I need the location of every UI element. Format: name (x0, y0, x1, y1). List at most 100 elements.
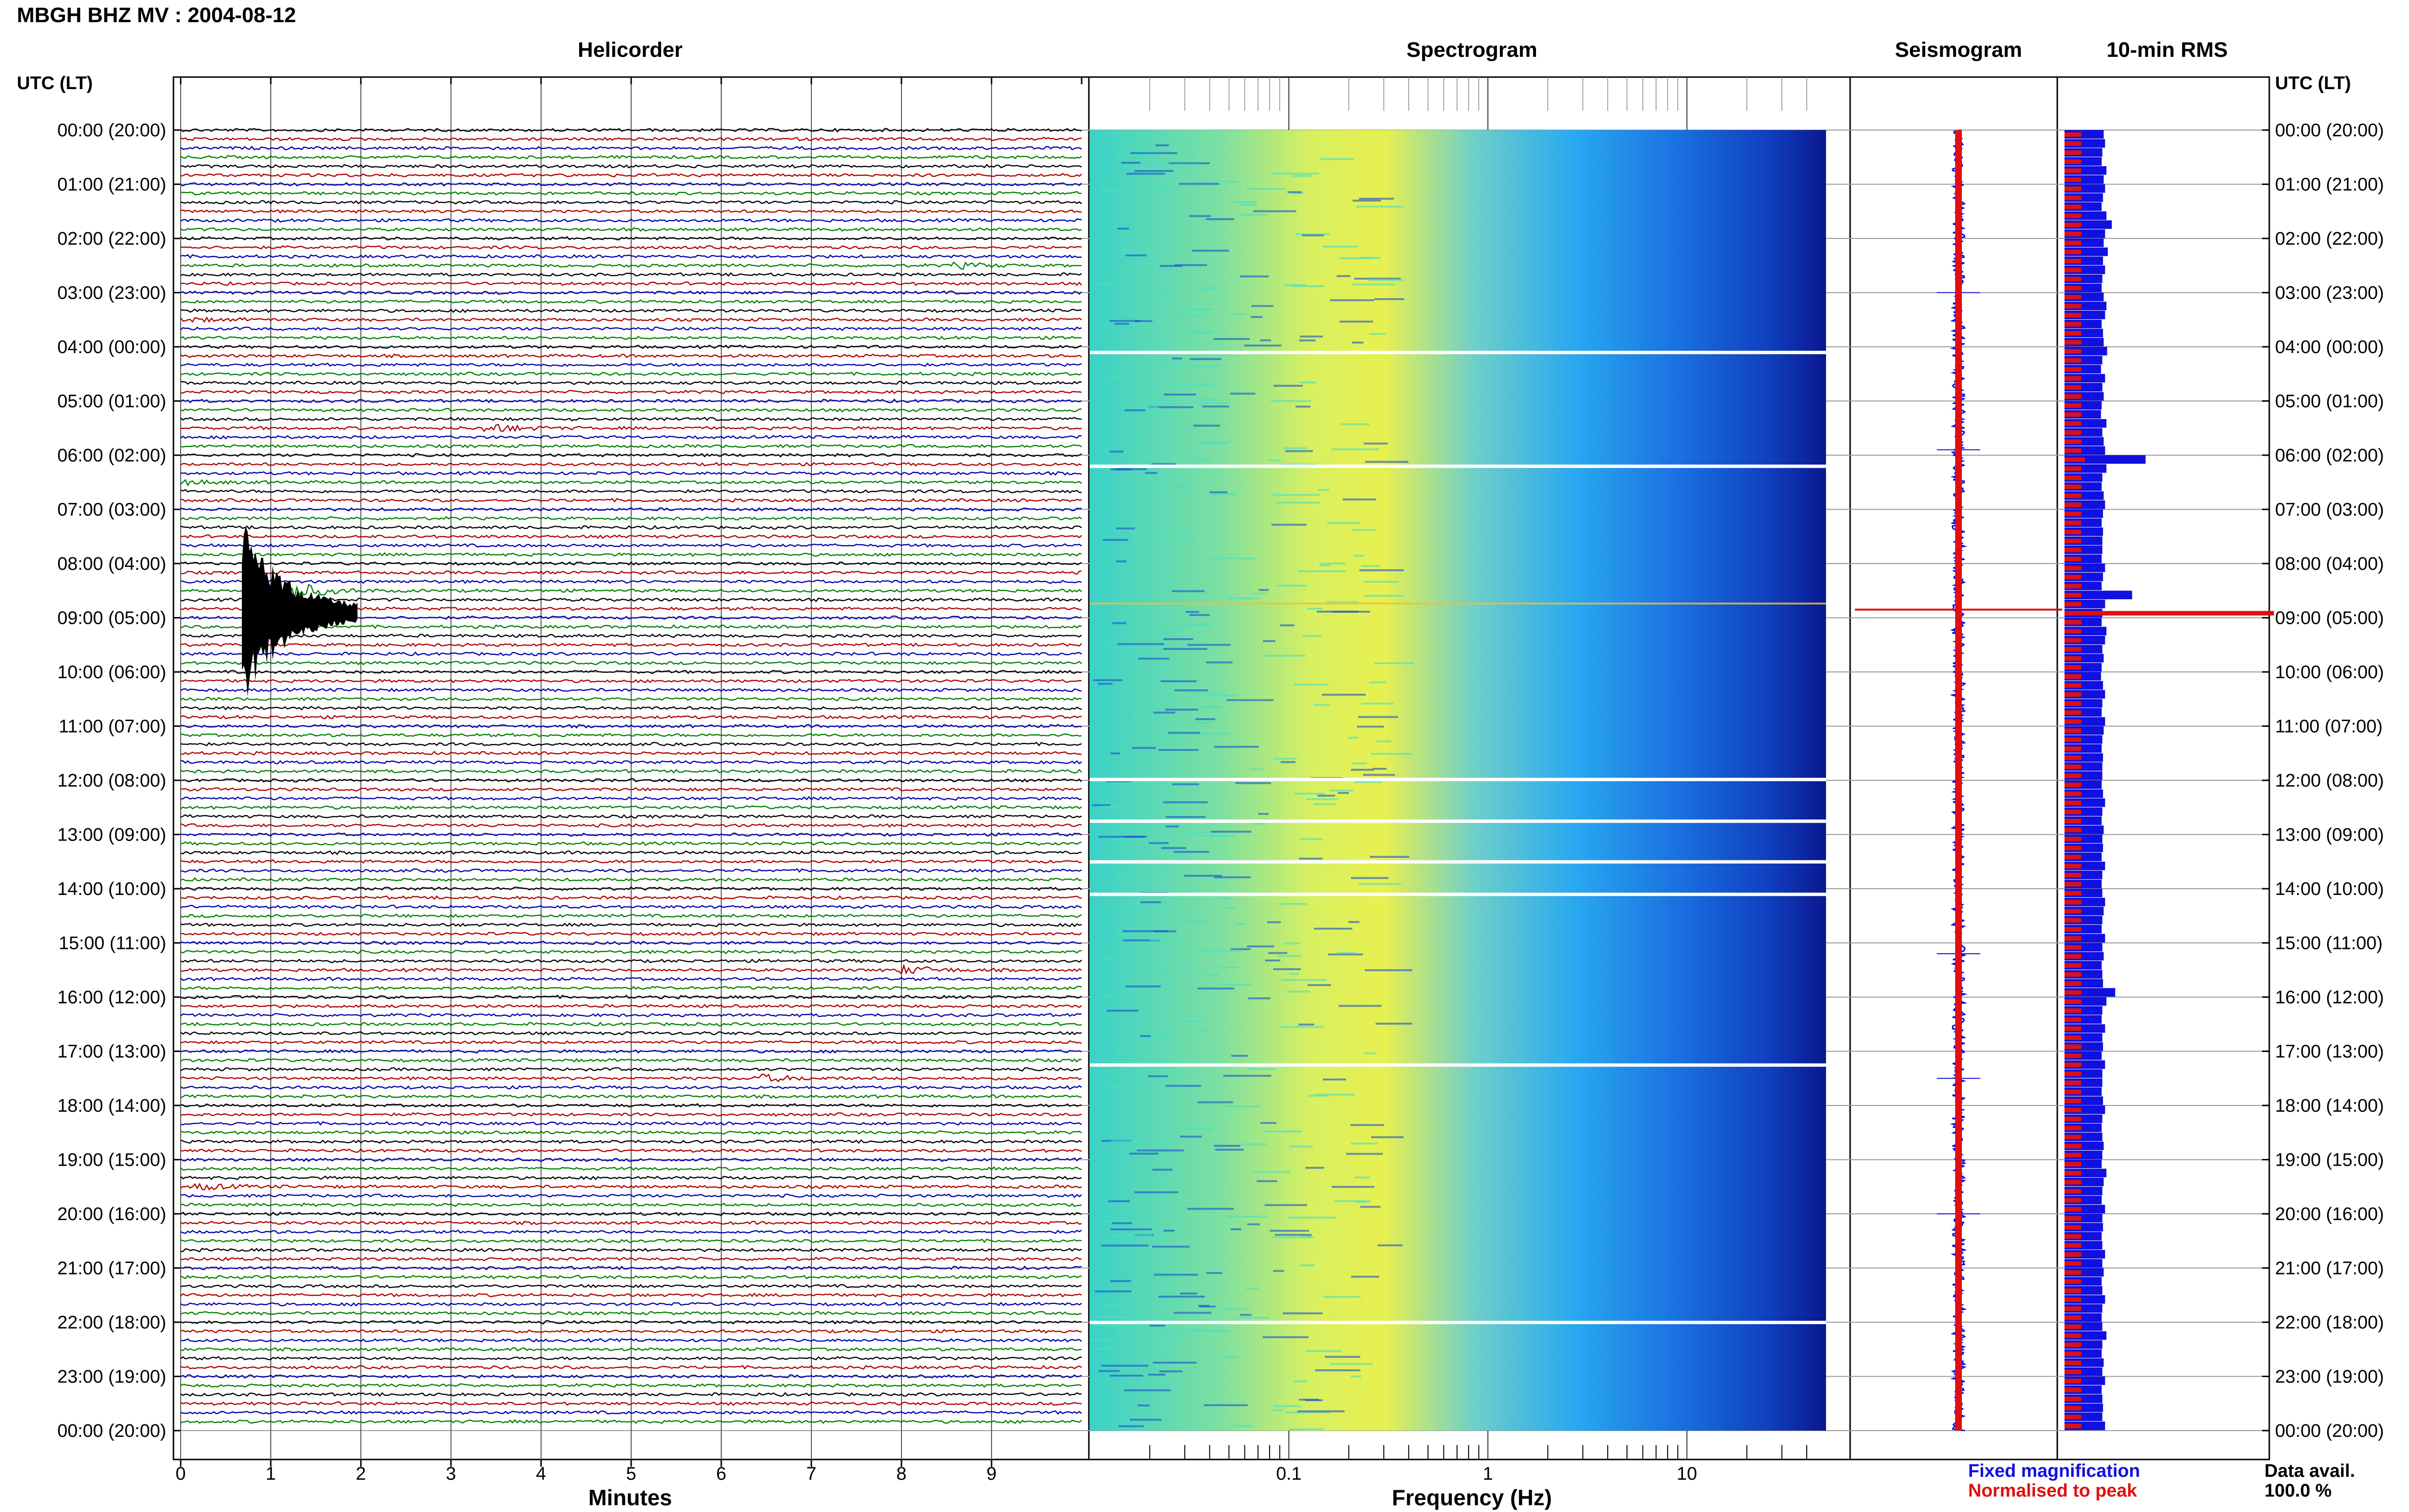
spectrogram-gap (1090, 860, 1826, 864)
spectrogram-streak (1364, 1052, 1377, 1054)
rms-bar-normalised (2065, 150, 2082, 155)
helicorder-trace (180, 561, 1082, 566)
spectrogram-streak (1162, 1329, 1207, 1331)
rms-bar-normalised (2065, 358, 2082, 363)
time-label-left: 22:00 (18:00) (57, 1313, 166, 1333)
helicorder-trace (180, 1202, 1082, 1208)
rms-bar-normalised (2065, 168, 2082, 173)
spectrogram-streak (1248, 1068, 1277, 1070)
spectrogram-streak (1294, 1380, 1307, 1382)
spectrogram-streak (1141, 189, 1175, 192)
time-label-left: 10:00 (06:00) (57, 662, 166, 683)
spectrogram-streak (1233, 1425, 1254, 1427)
spectrogram-streak (1174, 1312, 1212, 1314)
rms-bar-normalised (2065, 1406, 2082, 1410)
helicorder-trace (180, 868, 1082, 873)
spectrogram-streak (1323, 1296, 1361, 1298)
helicorder-trace (180, 218, 1082, 223)
spectrogram-streak (1235, 782, 1271, 784)
spectrogram-streak (1174, 541, 1195, 543)
spectrogram-streak (1315, 1369, 1361, 1371)
spectrogram-streak (1101, 1365, 1149, 1367)
spectrogram-streak (1300, 335, 1323, 338)
spectrogram-streak (1316, 610, 1358, 613)
spectrogram-streak (1299, 857, 1323, 860)
helicorder-trace (180, 1074, 1082, 1082)
spectrogram-streak (1164, 394, 1196, 396)
spectrogram-streak (1236, 1316, 1270, 1319)
spectrogram-streak (1283, 447, 1307, 449)
spectrogram-streak (1240, 1143, 1267, 1145)
spectrogram-streak (1202, 405, 1229, 408)
seismogram-title: Seismogram (1895, 38, 2022, 62)
time-label-right: 23:00 (19:00) (2275, 1367, 2384, 1387)
rms-bar-normalised (2065, 475, 2082, 480)
spectrogram-streak (1159, 967, 1197, 970)
spectrogram-streak (1364, 969, 1413, 972)
spectrogram-streak (1351, 342, 1363, 344)
rms-bar-normalised (2065, 945, 2082, 950)
spectrogram-xlabel: Frequency (Hz) (1392, 1485, 1552, 1510)
spectrogram-streak (1352, 283, 1395, 286)
rms-title: 10-min RMS (2106, 38, 2228, 62)
spectrogram-streak (1160, 680, 1197, 683)
spectrogram-streak (1357, 725, 1384, 728)
spectrogram-streak (1161, 847, 1186, 849)
spectrogram-streak (1368, 279, 1404, 281)
spectrogram-streak (1354, 781, 1383, 783)
time-label-left: 07:00 (03:00) (57, 500, 166, 520)
rms-bar-normalised (2065, 1017, 2082, 1022)
time-label-left: 18:00 (14:00) (57, 1096, 166, 1116)
spectrogram-streak (1127, 1038, 1169, 1040)
helicorder-trace (180, 1275, 1082, 1280)
helicorder-trace (180, 796, 1082, 801)
helicorder-trace (180, 1012, 1082, 1018)
spectrogram-streak (1351, 1275, 1379, 1278)
spectrogram-streak (1127, 659, 1147, 661)
helicorder-trace (180, 227, 1082, 232)
spectrogram-streak (1204, 1329, 1230, 1332)
spectrogram-streak (1193, 424, 1220, 427)
spectrogram-layer (1090, 130, 1826, 1431)
spectrogram-streak (1179, 1020, 1203, 1023)
spectrogram-streak (1321, 563, 1346, 565)
spectrogram-streak (1193, 460, 1211, 462)
helicorder-trace (180, 832, 1082, 837)
time-label-left: 01:00 (21:00) (57, 175, 166, 195)
spectrogram-streak (1210, 493, 1237, 496)
spectrogram-streak (1338, 1005, 1382, 1007)
spectrogram-streak (1168, 162, 1210, 164)
rms-bar-normalised (2065, 1369, 2082, 1374)
spectrogram-streak (1172, 590, 1204, 592)
helicorder-trace (180, 254, 1082, 259)
spectrogram-streak (1352, 199, 1381, 202)
spectrogram-streak (1346, 1153, 1383, 1155)
spectrogram-streak (1130, 407, 1159, 409)
spectrogram-streak (1146, 1356, 1178, 1358)
spectrogram-streak (1253, 1170, 1290, 1173)
spectrogram-streak (1209, 695, 1237, 697)
rms-bar-normalised (2065, 430, 2082, 435)
spectrogram-streak (1359, 197, 1394, 200)
spectrogram-streak (1119, 299, 1155, 301)
time-label-left: 14:00 (10:00) (57, 879, 166, 899)
helicorder-trace (180, 1121, 1082, 1126)
rms-bar-normalised (2065, 177, 2082, 182)
rms-bar-normalised (2065, 1342, 2082, 1347)
spectrogram-streak (1271, 172, 1319, 175)
helicorder-trace (180, 1157, 1082, 1162)
spectrogram-streak (1273, 758, 1297, 760)
helicorder-trace (180, 354, 1082, 358)
spectrogram-streak (1214, 746, 1259, 748)
spectrogram-streak (1218, 966, 1239, 968)
helicorder-trace (180, 1193, 1082, 1198)
spectrogram-streak (1250, 592, 1267, 595)
spectrogram-streak (1180, 623, 1212, 626)
rms-bar-normalised (2065, 295, 2082, 300)
spectrogram-streak (1155, 144, 1169, 146)
spectrogram-streak (1163, 801, 1208, 803)
rms-bar-normalised (2065, 891, 2082, 896)
helicorder-trace (180, 1221, 1082, 1225)
spectrogram-streak (1118, 1425, 1144, 1427)
